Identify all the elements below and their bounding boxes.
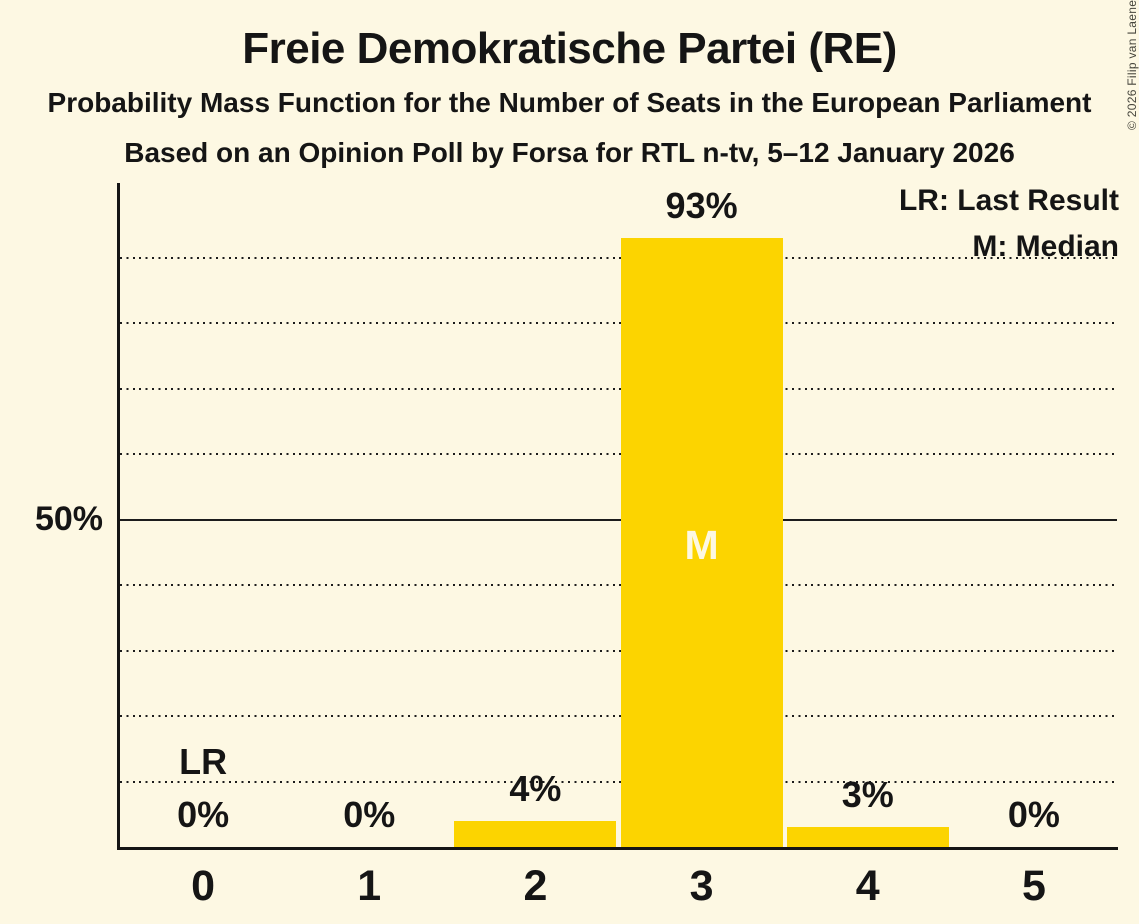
x-tick-label-1: 1	[357, 862, 382, 910]
y-axis-line	[117, 183, 120, 850]
gridline-40pct	[120, 584, 1117, 586]
chart-source-line: Based on an Opinion Poll by Forsa for RT…	[124, 137, 1015, 168]
value-label-seat-1: 0%	[343, 794, 396, 835]
copyright-notice: © 2026 Filip van Laenen	[1125, 0, 1139, 130]
value-label-seat-2: 4%	[509, 767, 562, 809]
gridline-10pct	[120, 780, 1117, 783]
gridline-90pct	[120, 256, 1117, 259]
x-tick-label-3: 3	[689, 862, 714, 910]
value-label-seat-4: 3%	[841, 774, 894, 816]
x-tick-label-0: 0	[191, 862, 216, 910]
x-tick-label-4: 4	[855, 862, 880, 910]
last-result-marker: LR	[179, 741, 228, 782]
chart-title: Freie Demokratische Partei (RE)	[242, 24, 897, 73]
bar-seat-3	[620, 237, 783, 847]
value-label-seat-5: 0%	[1007, 794, 1060, 835]
gridline-70pct	[120, 387, 1117, 390]
y-axis-label-50: 50%	[34, 500, 103, 538]
gridline-30pct	[120, 649, 1117, 652]
x-tick-label-5: 5	[1021, 862, 1046, 910]
gridline-20pct	[120, 715, 1117, 717]
chart-subtitle: Probability Mass Function for the Number…	[47, 87, 1092, 118]
gridline-80pct	[120, 322, 1117, 324]
bar-seat-4	[786, 827, 949, 847]
gridline-60pct	[120, 453, 1117, 455]
x-axis-line	[117, 847, 1118, 850]
x-tick-label-2: 2	[523, 862, 548, 910]
bar-seat-2	[454, 820, 617, 847]
legend-last-result: LR: Last Result	[898, 184, 1119, 217]
value-label-seat-0: 0%	[177, 794, 230, 835]
gridline-50pct	[120, 518, 1117, 521]
plot-area: 0% 0% 4% 93% 3% 0% LR M	[120, 183, 1117, 847]
median-marker: M	[684, 522, 719, 568]
value-label-seat-3: 93%	[665, 184, 738, 226]
